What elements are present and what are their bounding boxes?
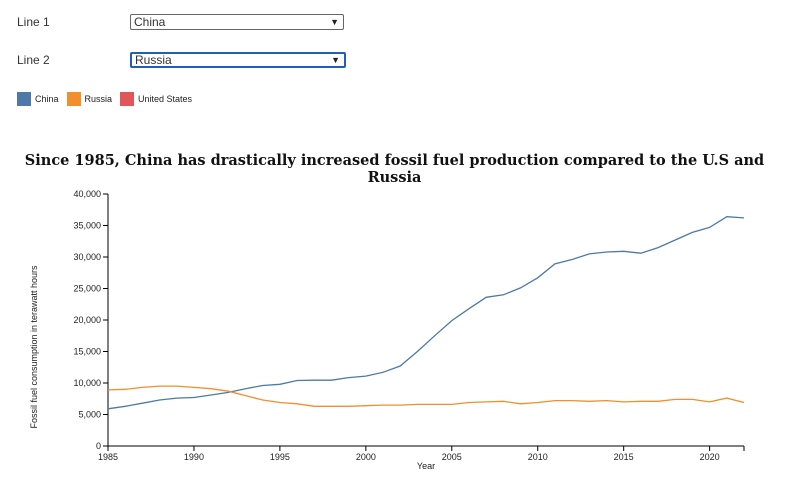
legend-label-china: China [35,94,59,104]
y-tick: 40,000 [73,189,108,199]
x-tick-label: 1985 [98,452,118,462]
x-tick: 1990 [184,446,204,462]
y-tick-label: 40,000 [73,189,101,199]
line2-label: Line 2 [17,53,50,67]
x-tick-label: 2010 [528,452,548,462]
y-tick: 25,000 [73,284,108,294]
line2-select[interactable]: Russia ▼ [130,52,346,68]
legend-item-united-states[interactable]: United States [120,92,192,106]
x-tick-label: 1995 [270,452,290,462]
x-tick: 2015 [614,446,634,462]
y-tick-label: 5,000 [78,410,101,420]
line2-control: Line 2 Russia ▼ [17,52,357,70]
y-axis: 0 5,000 10,000 15,000 20,000 25,000 30,000 35,0… [73,189,109,451]
legend-label-russia: Russia [84,94,113,104]
legend-swatch-china [17,92,31,106]
y-tick-label: 10,000 [73,378,101,388]
x-tick: 1985 [98,446,118,462]
x-axis: 1985 1990 1995 2000 2005 2010 2015 2020 [98,445,745,462]
legend: China Russia United States [17,92,200,106]
line1-label: Line 1 [17,15,50,29]
y-tick: 30,000 [73,252,108,262]
y-tick: 0 [96,441,108,451]
chart-title: Since 1985, China has drastically increa… [24,152,765,186]
y-tick-label: 15,000 [73,347,101,357]
x-tick-label: 2015 [614,452,634,462]
y-tick: 5,000 [78,410,108,420]
line1-selected-value: China [134,15,166,29]
chevron-down-icon: ▼ [331,55,340,65]
x-tick: 1995 [270,446,290,462]
series-line-china [107,216,745,410]
y-tick-label: 25,000 [73,284,101,294]
line1-control: Line 1 China ▼ [17,14,357,32]
line1-select[interactable]: China ▼ [130,14,344,30]
legend-swatch-russia [66,92,81,106]
x-tick: 2020 [700,446,720,462]
y-tick: 10,000 [73,378,108,388]
y-tick-label: 0 [96,441,101,451]
y-tick: 35,000 [73,221,108,231]
y-axis-label: Fossil fuel consumption in terawatt hour… [29,265,39,429]
x-tick-label: 2000 [356,452,376,462]
legend-item-russia[interactable]: Russia [66,92,113,106]
y-tick-label: 30,000 [73,252,101,262]
x-tick: 2005 [442,446,462,462]
x-axis-label: Year [417,461,435,471]
series-line-russia [107,385,745,407]
y-tick: 15,000 [73,347,108,357]
chevron-down-icon: ▼ [330,17,339,27]
y-tick: 20,000 [73,315,108,325]
legend-item-china[interactable]: China [17,92,59,106]
y-tick-label: 20,000 [73,315,101,325]
chart-lines [107,216,745,410]
y-tick-label: 35,000 [73,221,101,231]
x-tick: 2010 [528,446,548,462]
legend-label-united-states: United States [138,94,193,104]
x-tick: 2000 [356,446,376,462]
x-tick-label: 2020 [700,452,720,462]
x-tick-label: 1990 [184,452,204,462]
legend-swatch-united-states [120,92,135,106]
x-tick-label: 2005 [442,452,462,462]
line2-selected-value: Russia [135,53,172,67]
